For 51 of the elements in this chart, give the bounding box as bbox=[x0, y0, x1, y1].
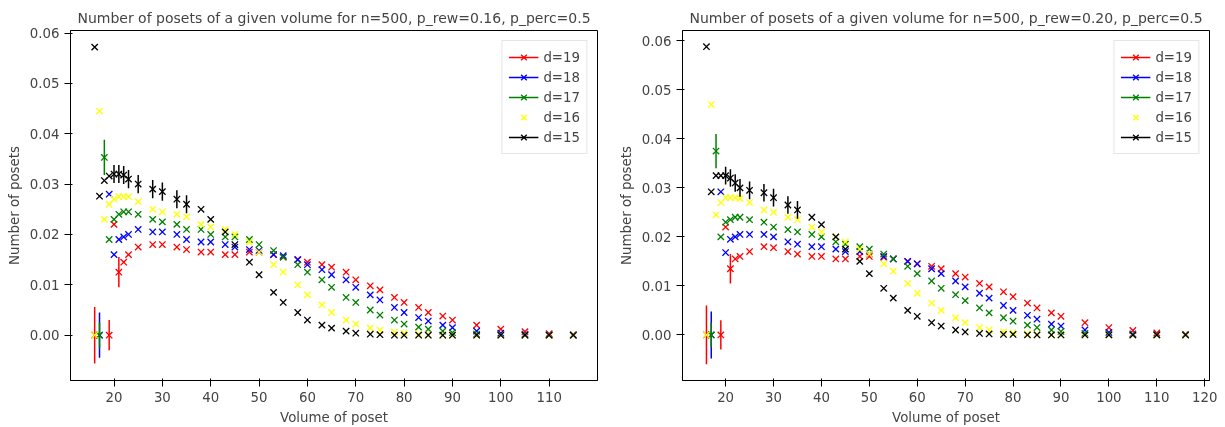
x-tick-label: 40 bbox=[202, 389, 220, 405]
y-tick-label: 0.03 bbox=[29, 177, 60, 193]
x-tick-label: 30 bbox=[153, 389, 171, 405]
y-tick-label: 0.05 bbox=[641, 82, 672, 98]
legend-label: d=15 bbox=[543, 129, 580, 145]
x-tick-label: 80 bbox=[395, 389, 413, 405]
legend-label: d=17 bbox=[1155, 89, 1192, 105]
x-tick-label: 110 bbox=[1144, 389, 1170, 405]
legend-label: d=19 bbox=[1155, 49, 1192, 65]
x-tick-label: 30 bbox=[765, 389, 783, 405]
x-tick-label: 50 bbox=[860, 389, 878, 405]
x-tick-label: 100 bbox=[1096, 389, 1122, 405]
x-tick-label: 80 bbox=[1004, 389, 1022, 405]
x-tick-label: 90 bbox=[443, 389, 461, 405]
x-axis-title: Volume of poset bbox=[280, 409, 388, 425]
legend-label: d=16 bbox=[1155, 109, 1192, 125]
legend-label: d=18 bbox=[543, 69, 580, 85]
x-tick-label: 70 bbox=[956, 389, 974, 405]
legend-label: d=18 bbox=[1155, 69, 1192, 85]
chart-title: Number of posets of a given volume for n=500, p_rew=0.16, p_perc=0.5 bbox=[77, 9, 591, 26]
y-tick-label: 0.04 bbox=[29, 126, 60, 142]
y-axis-title: Number of posets bbox=[6, 146, 22, 265]
x-tick-label: 70 bbox=[347, 389, 365, 405]
x-tick-label: 60 bbox=[298, 389, 316, 405]
x-tick-label: 20 bbox=[105, 389, 123, 405]
legend-label: d=15 bbox=[1155, 129, 1192, 145]
chart-title: Number of posets of a given volume for n=500, p_rew=0.20, p_perc=0.5 bbox=[689, 9, 1203, 26]
y-tick-label: 0.01 bbox=[29, 277, 60, 293]
x-tick-label: 120 bbox=[1191, 389, 1218, 405]
legend-label: d=16 bbox=[543, 109, 580, 125]
y-tick-label: 0.06 bbox=[29, 26, 60, 42]
y-tick-label: 0.02 bbox=[29, 227, 60, 243]
x-tick-label: 50 bbox=[250, 389, 268, 405]
x-tick-label: 20 bbox=[717, 389, 735, 405]
legend-label: d=17 bbox=[543, 89, 580, 105]
x-tick-label: 40 bbox=[812, 389, 830, 405]
x-tick-label: 90 bbox=[1052, 389, 1070, 405]
x-tick-label: 100 bbox=[488, 389, 514, 405]
y-tick-label: 0.00 bbox=[641, 327, 672, 343]
y-tick-label: 0.02 bbox=[641, 229, 672, 245]
y-tick-label: 0.04 bbox=[641, 131, 672, 147]
y-tick-label: 0.03 bbox=[641, 180, 672, 196]
legend-label: d=19 bbox=[543, 49, 580, 65]
x-tick-label: 60 bbox=[908, 389, 926, 405]
y-tick-label: 0.00 bbox=[29, 328, 60, 344]
x-tick-label: 110 bbox=[536, 389, 562, 405]
x-axis-title: Volume of poset bbox=[892, 409, 1000, 425]
y-tick-label: 0.05 bbox=[29, 76, 60, 92]
y-tick-label: 0.06 bbox=[641, 33, 672, 49]
y-tick-label: 0.01 bbox=[641, 278, 672, 294]
y-axis-title: Number of posets bbox=[618, 146, 634, 265]
